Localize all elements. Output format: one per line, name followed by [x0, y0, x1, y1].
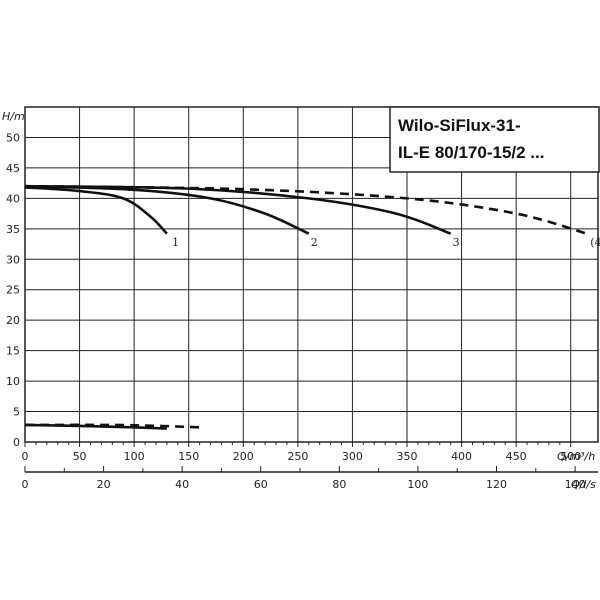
x2-tick-label: 20 [97, 478, 111, 491]
x2-tick-label: 140 [565, 478, 586, 491]
x-tick-label: 150 [178, 450, 199, 463]
curve-1 [24, 186, 168, 235]
y-tick-label: 5 [13, 406, 20, 419]
plot-border [24, 106, 599, 443]
y-tick-label: 10 [6, 375, 20, 388]
x-tick-label: 450 [506, 450, 527, 463]
y-tick-label: 35 [6, 223, 20, 236]
y-tick-label: 50 [6, 131, 20, 144]
title-line-2: IL-E 80/170-15/2 ... [398, 143, 544, 162]
y-tick-label: 0 [13, 436, 20, 449]
x2-tick-label: 0 [22, 478, 29, 491]
x-tick-label: 100 [124, 450, 145, 463]
x-tick-label: 400 [451, 450, 472, 463]
x-tick-label: 200 [233, 450, 254, 463]
x-tick-label: 250 [287, 450, 308, 463]
x2-axis-label: Q/l/s [571, 478, 596, 491]
plot-frame [24, 106, 599, 473]
x-tick-label: 350 [397, 450, 418, 463]
curve-label: 3 [453, 236, 460, 249]
x-tick-label: 50 [73, 450, 87, 463]
title-box: Wilo-SiFlux-31- IL-E 80/170-15/2 ... [389, 106, 600, 173]
curve-P1 [24, 423, 167, 430]
x-tick-label: 0 [22, 450, 29, 463]
x-tick-label: 300 [342, 450, 363, 463]
y-tick-label: 40 [6, 192, 20, 205]
curve-4 [24, 184, 588, 235]
y-tick-label: 25 [6, 284, 20, 297]
curves: 1 2 3 (4) [24, 184, 600, 430]
y-axis-label: H/m [2, 110, 25, 123]
x2-tick-label: 80 [332, 478, 346, 491]
x2-tick-label: 60 [254, 478, 268, 491]
curve-3 [24, 184, 452, 235]
x2-tick-label: 120 [486, 478, 507, 491]
y-tick-label: 20 [6, 314, 20, 327]
curve-label: (4) [590, 236, 600, 249]
x-tick-label: 500 [560, 450, 581, 463]
x-axis-label: Q/m³/h [557, 450, 595, 463]
y-tick-label: 30 [6, 253, 20, 266]
x2-tick-label: 40 [175, 478, 189, 491]
title-line-1: Wilo-SiFlux-31- [398, 116, 521, 135]
y-tick-label: 15 [6, 345, 20, 358]
x2-tick-label: 100 [407, 478, 428, 491]
curve-P2 [24, 423, 200, 429]
y-tick-label: 45 [6, 162, 20, 175]
curve-label: 1 [172, 236, 179, 249]
curve-label: 2 [311, 236, 318, 249]
